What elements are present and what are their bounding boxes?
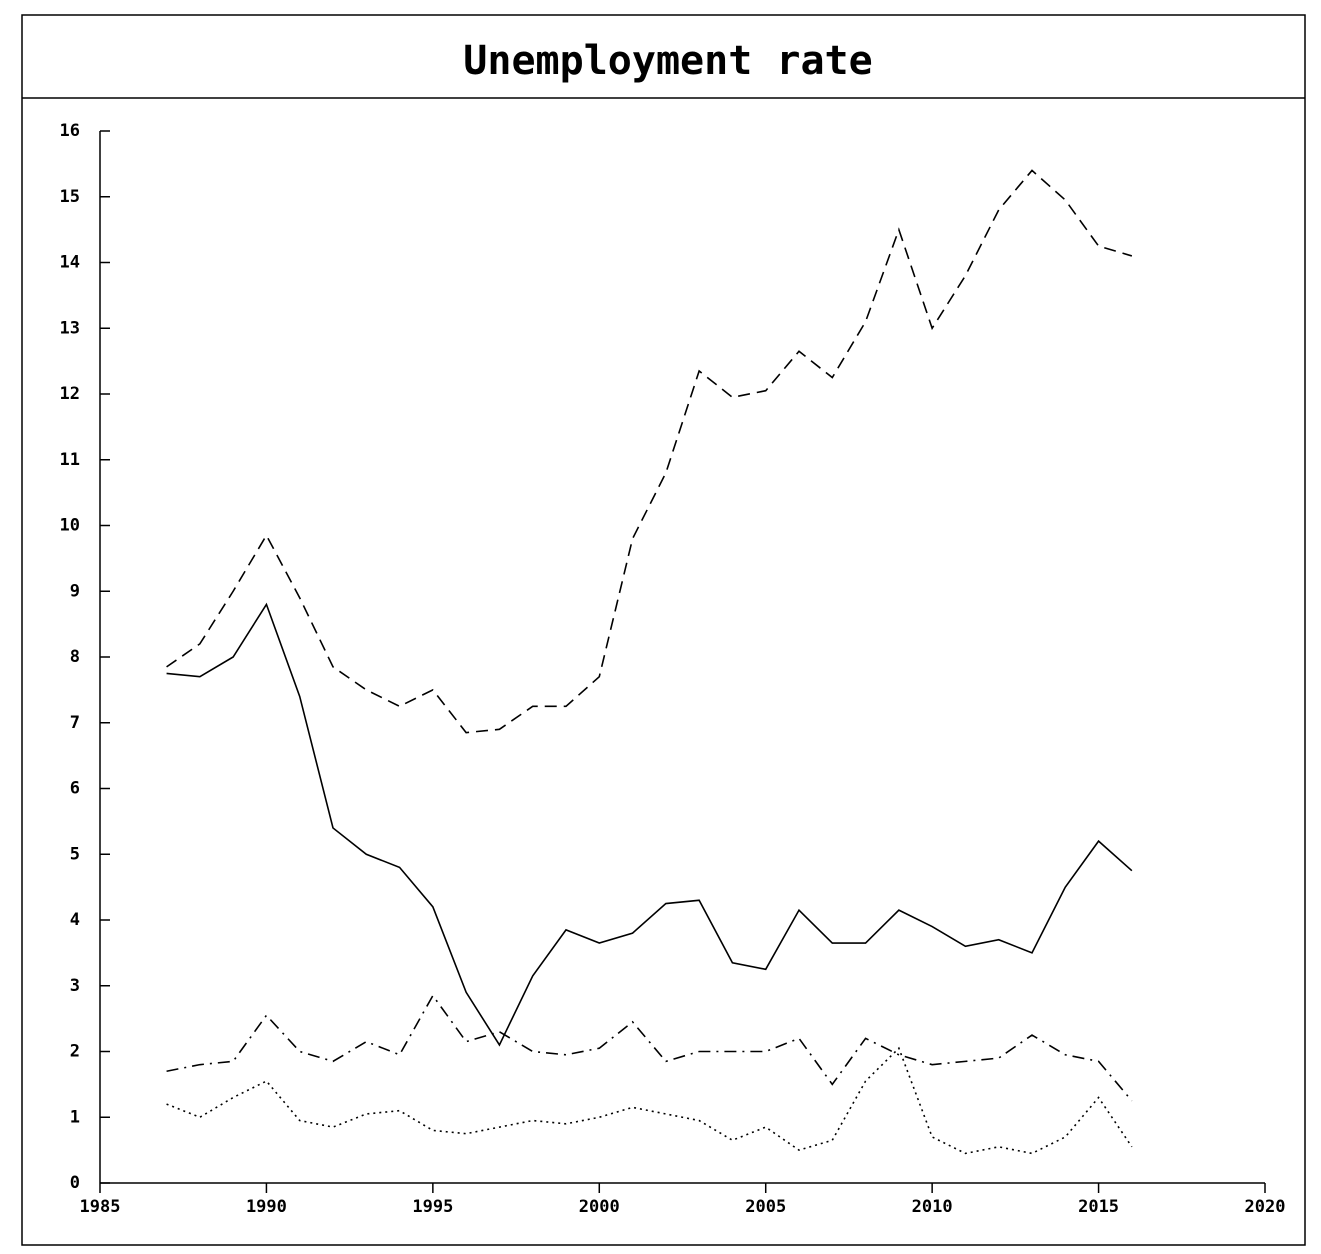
x-tick-label: 1990 xyxy=(246,1197,287,1217)
y-tick-label: 11 xyxy=(60,450,80,470)
y-tick-label: 12 xyxy=(60,384,80,404)
y-tick-label: 1 xyxy=(70,1107,80,1127)
chart-title: Unemployment rate xyxy=(463,38,872,84)
y-tick-label: 16 xyxy=(60,121,80,141)
x-tick-label: 1995 xyxy=(412,1197,453,1217)
x-tick-label: 1985 xyxy=(80,1197,121,1217)
x-tick-label: 2005 xyxy=(745,1197,786,1217)
y-tick-label: 10 xyxy=(60,516,80,536)
series-line xyxy=(166,1046,1133,1155)
y-tick-label: 6 xyxy=(70,779,80,799)
x-tick-label: 2000 xyxy=(579,1197,620,1217)
y-tick-label: 9 xyxy=(70,581,80,601)
y-tick-label: 5 xyxy=(70,844,80,864)
y-tick-label: 13 xyxy=(60,318,80,338)
y-tick-label: 4 xyxy=(70,910,80,930)
y-tick-label: 2 xyxy=(70,1042,80,1062)
y-tick-label: 3 xyxy=(70,976,80,996)
y-tick-label: 8 xyxy=(70,647,80,667)
x-tick-label: 2010 xyxy=(912,1197,953,1217)
series-line xyxy=(166,994,1133,1102)
x-tick-label: 2015 xyxy=(1078,1197,1119,1217)
x-tick-label: 2020 xyxy=(1245,1197,1286,1217)
y-tick-label: 7 xyxy=(70,713,80,733)
y-tick-label: 0 xyxy=(70,1173,80,1193)
series-line xyxy=(166,602,1133,1047)
series-line xyxy=(166,169,1133,734)
frame xyxy=(21,14,1306,1246)
y-tick-label: 14 xyxy=(60,253,80,273)
y-tick-label: 15 xyxy=(60,187,80,207)
